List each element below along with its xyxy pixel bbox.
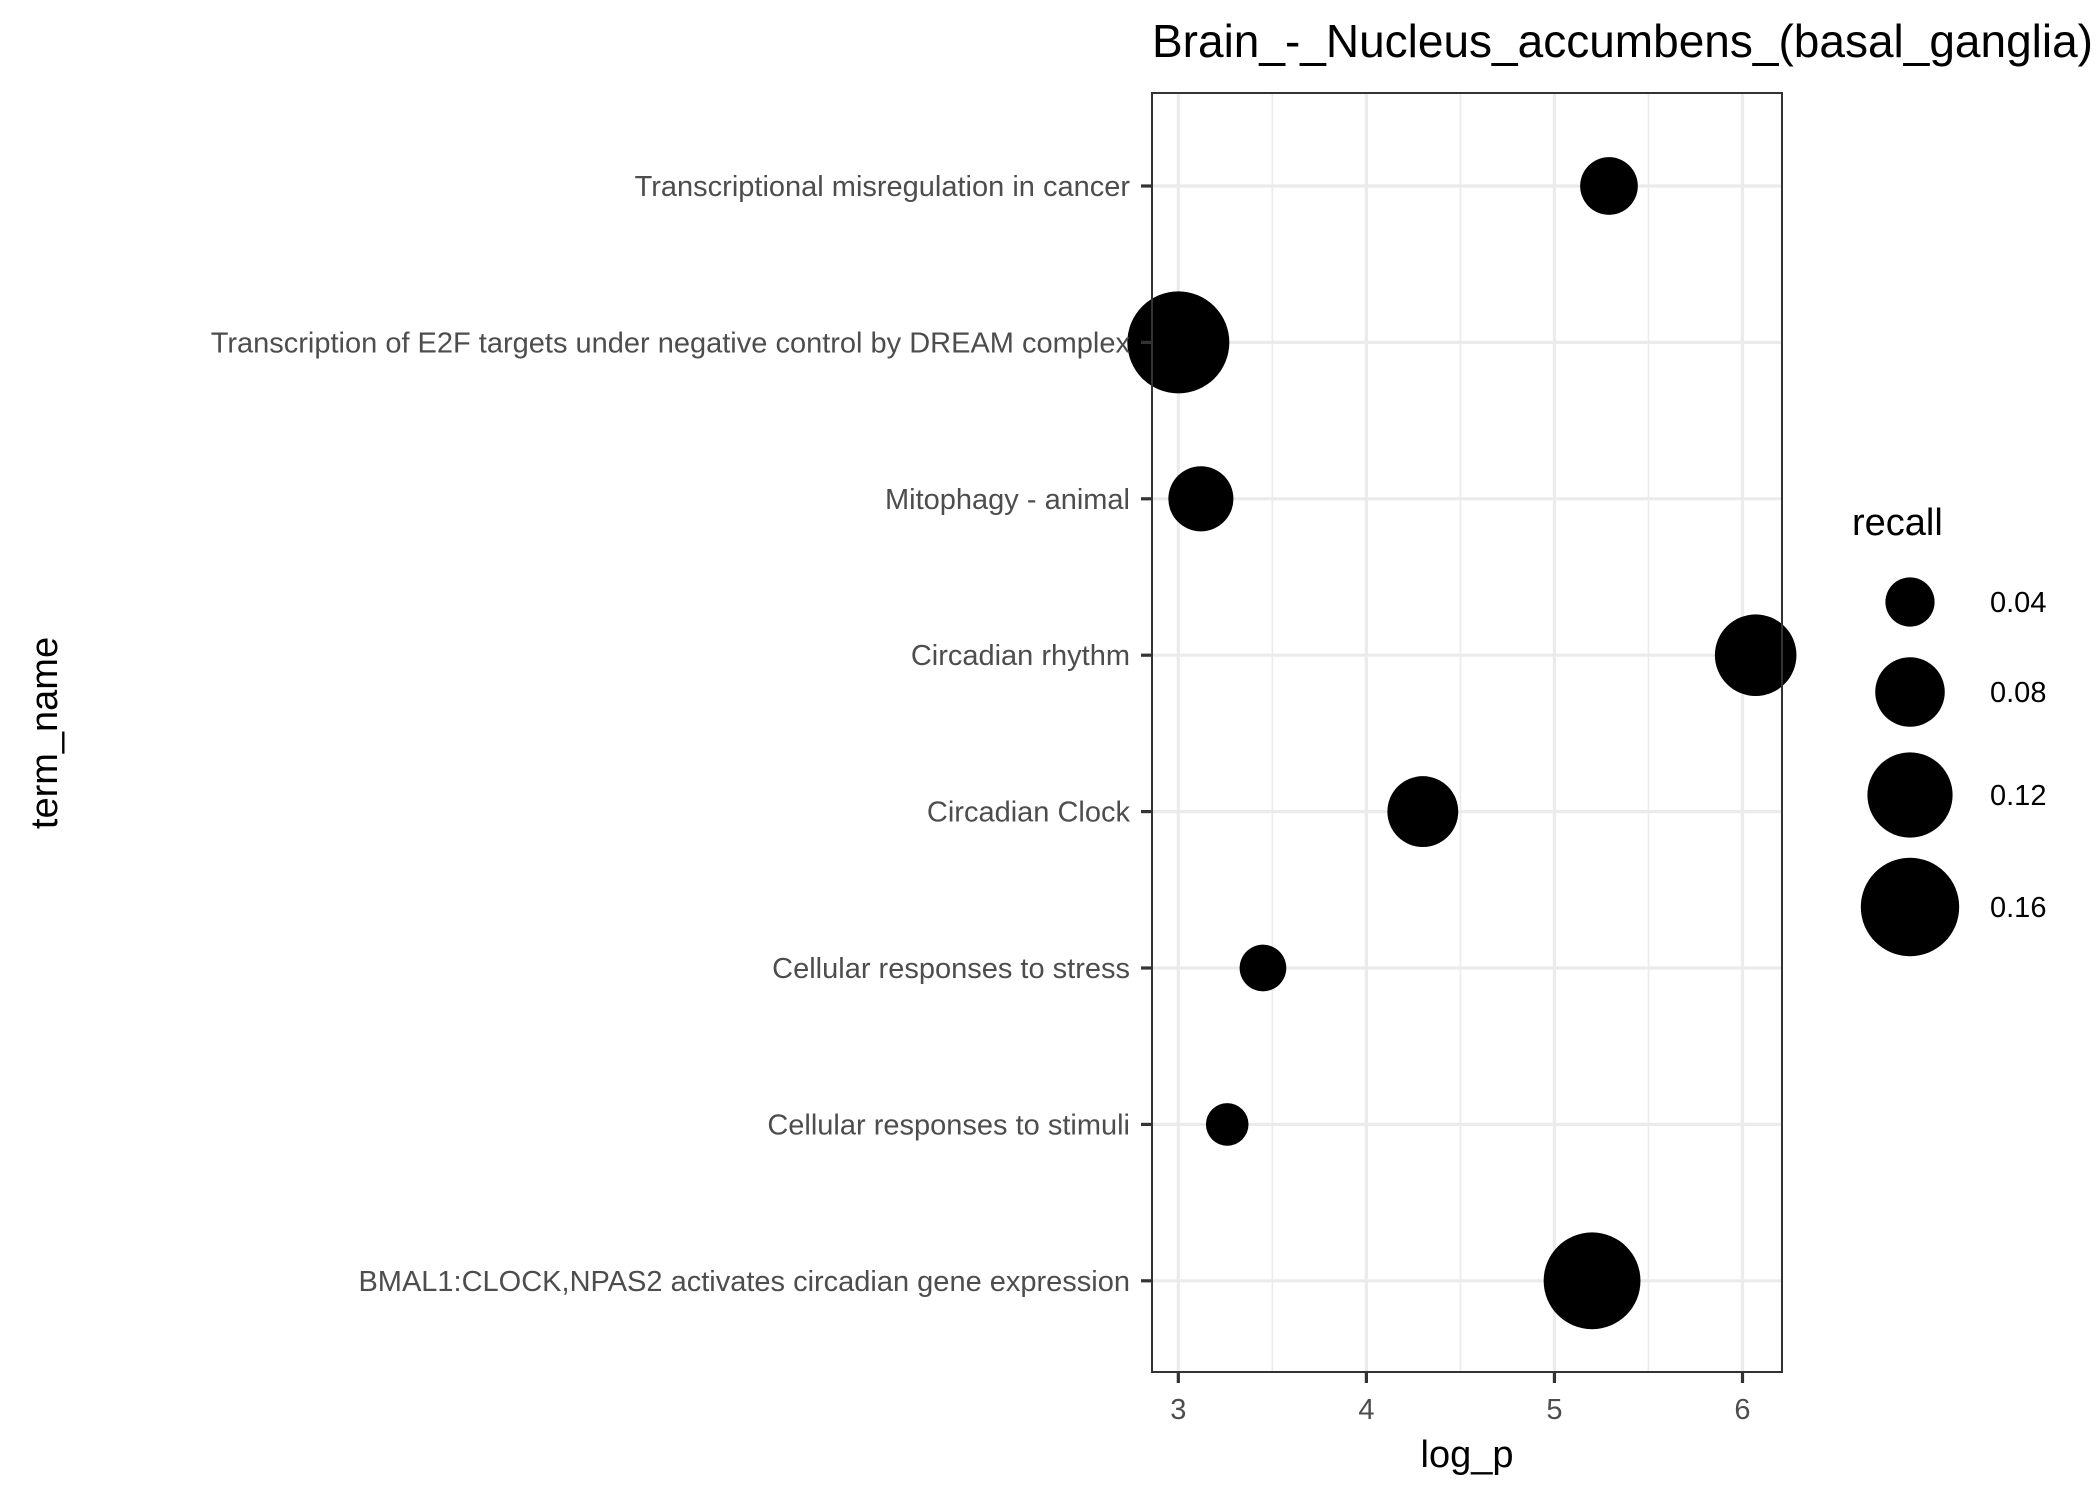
legend: recall 0.04 0.08 0.12 0.16 xyxy=(1852,502,2046,957)
data-point xyxy=(1714,614,1797,696)
data-point xyxy=(1580,157,1638,215)
legend-label: 0.08 xyxy=(1990,677,2046,709)
legend-key xyxy=(1867,752,1953,838)
y-tick-label: Circadian Clock xyxy=(927,797,1131,829)
legend-key xyxy=(1875,657,1945,727)
data-point xyxy=(1387,776,1459,848)
x-axis-title: log_p xyxy=(1421,1434,1514,1476)
chart-title: Brain_-_Nucleus_accumbens_(basal_ganglia… xyxy=(1152,15,2093,67)
y-tick-label: Transcription of E2F targets under negat… xyxy=(211,327,1131,359)
y-tick-label: Cellular responses to stress xyxy=(772,953,1130,985)
x-axis: 3 4 5 6 xyxy=(1170,1372,1751,1426)
grid xyxy=(1152,93,1782,1372)
x-tick-label: 4 xyxy=(1358,1394,1374,1426)
legend-label: 0.16 xyxy=(1990,892,2046,924)
legend-key xyxy=(1885,577,1935,627)
y-tick-label: Circadian rhythm xyxy=(911,640,1130,672)
legend-title: recall xyxy=(1852,502,1943,544)
data-point xyxy=(1205,1103,1249,1146)
y-tick-label: Cellular responses to stimuli xyxy=(767,1109,1130,1141)
x-tick-label: 5 xyxy=(1546,1394,1562,1426)
legend-items: 0.04 0.08 0.12 0.16 xyxy=(1860,577,2046,957)
x-tick-label: 3 xyxy=(1170,1394,1186,1426)
y-tick-label: Mitophagy - animal xyxy=(885,484,1130,516)
y-axis: Transcriptional misregulation in cancer T… xyxy=(211,171,1152,1298)
plot-panel xyxy=(1127,92,1797,1373)
legend-label: 0.04 xyxy=(1990,587,2046,619)
y-tick-label: BMAL1:CLOCK,NPAS2 activates circadian ge… xyxy=(358,1266,1130,1298)
data-points xyxy=(1127,157,1797,1330)
y-axis-title: term_name xyxy=(24,637,66,829)
data-point xyxy=(1168,466,1234,532)
data-point xyxy=(1239,944,1287,992)
panel-border xyxy=(1151,92,1783,1373)
data-point xyxy=(1543,1232,1641,1330)
y-tick-label: Transcriptional misregulation in cancer xyxy=(635,171,1131,203)
legend-key xyxy=(1860,857,1960,957)
x-tick-label: 6 xyxy=(1734,1394,1750,1426)
legend-label: 0.12 xyxy=(1990,780,2046,812)
